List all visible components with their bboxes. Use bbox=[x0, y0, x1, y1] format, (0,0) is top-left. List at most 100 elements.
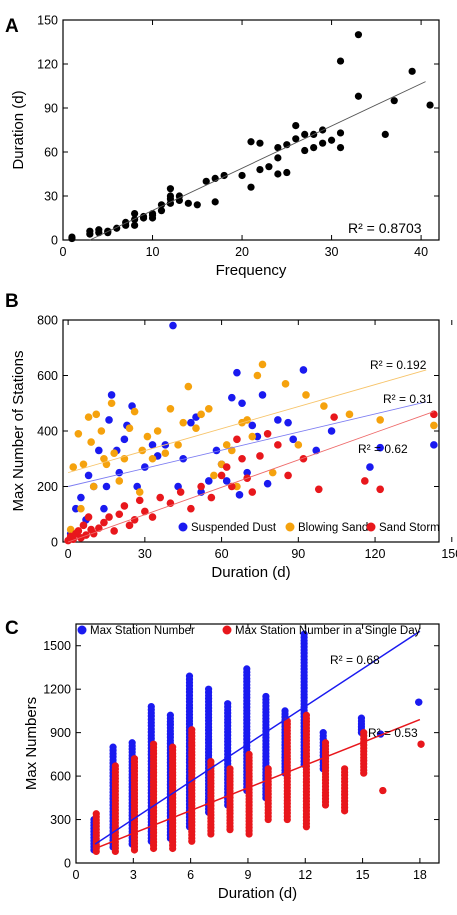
data-point bbox=[289, 435, 298, 444]
y-axis-title: Duration (d) bbox=[10, 90, 27, 169]
data-point bbox=[336, 144, 345, 152]
legend-entry: Suspended Dust bbox=[191, 522, 277, 534]
data-point bbox=[92, 810, 100, 818]
data-point bbox=[130, 407, 139, 416]
x-tick-label: 9 bbox=[244, 868, 251, 882]
data-point bbox=[357, 714, 366, 722]
data-point bbox=[238, 171, 246, 180]
data-point bbox=[115, 510, 124, 519]
y-tick-label: 0 bbox=[64, 857, 71, 871]
data-point bbox=[284, 418, 292, 427]
data-point bbox=[110, 449, 118, 458]
data-point bbox=[148, 513, 157, 521]
data-point bbox=[426, 101, 434, 109]
x-tick-label: 10 bbox=[146, 245, 160, 259]
data-point bbox=[300, 630, 308, 638]
data-point bbox=[321, 739, 330, 747]
legend-swatch bbox=[222, 625, 232, 635]
data-point bbox=[185, 672, 194, 680]
data-point bbox=[115, 477, 124, 485]
data-point bbox=[184, 382, 193, 391]
data-point bbox=[66, 525, 75, 534]
data-point bbox=[131, 221, 139, 229]
data-point bbox=[211, 198, 219, 206]
x-tick-label: 0 bbox=[60, 245, 67, 259]
data-point bbox=[299, 366, 308, 374]
data-point bbox=[120, 502, 129, 510]
trend-line bbox=[94, 718, 421, 850]
data-point bbox=[312, 446, 321, 455]
data-point bbox=[283, 168, 291, 177]
data-point bbox=[222, 463, 231, 471]
data-point bbox=[302, 391, 310, 399]
data-point bbox=[235, 491, 244, 499]
data-point bbox=[166, 192, 175, 200]
data-point bbox=[74, 429, 83, 438]
data-point bbox=[274, 441, 282, 449]
data-point bbox=[253, 371, 262, 380]
data-point bbox=[161, 449, 170, 458]
data-point bbox=[187, 504, 195, 513]
x-tick-label: 3 bbox=[130, 868, 137, 882]
data-point bbox=[228, 393, 236, 402]
data-point bbox=[408, 67, 416, 75]
panel-label: B bbox=[5, 291, 19, 312]
data-point bbox=[77, 504, 85, 513]
y-tick-label: 600 bbox=[37, 369, 58, 383]
data-point bbox=[366, 463, 374, 471]
data-point bbox=[141, 463, 149, 471]
data-point bbox=[79, 460, 88, 469]
data-point bbox=[217, 471, 226, 480]
data-point bbox=[415, 698, 423, 706]
data-point bbox=[111, 762, 119, 770]
data-point bbox=[258, 360, 267, 369]
chart-panel-A: A 0 10 20 30 40 0 30 60 90 120 150 Frequency Duration… bbox=[5, 14, 440, 279]
y-tick-label: 300 bbox=[50, 813, 71, 827]
data-point bbox=[84, 413, 93, 421]
data-point bbox=[109, 743, 117, 751]
legend-entry: Max Station Number bbox=[90, 625, 195, 637]
data-point bbox=[248, 432, 257, 441]
data-point bbox=[222, 477, 231, 485]
data-point bbox=[292, 135, 300, 143]
x-tick-label: 40 bbox=[414, 245, 428, 259]
data-point bbox=[84, 513, 93, 521]
x-tick-label: 60 bbox=[215, 547, 229, 561]
chart-panel-C: C 0 3 6 9 12 15 18 0 300 600 900 1200 1500 Duration (d… bbox=[5, 618, 440, 902]
data-point bbox=[156, 493, 164, 502]
data-point bbox=[390, 97, 398, 105]
data-point bbox=[258, 391, 267, 399]
legend-swatch bbox=[77, 625, 87, 635]
trend-line bbox=[94, 630, 421, 845]
x-tick-label: 30 bbox=[138, 547, 152, 561]
data-point bbox=[248, 488, 257, 496]
data-point bbox=[302, 711, 311, 719]
data-point bbox=[281, 380, 290, 388]
data-point bbox=[202, 177, 210, 185]
x-axis-title: Duration (d) bbox=[218, 885, 297, 902]
data-point bbox=[187, 418, 195, 427]
data-point bbox=[148, 454, 157, 463]
data-point bbox=[69, 463, 78, 471]
plot-frame bbox=[75, 623, 440, 864]
data-point bbox=[179, 418, 188, 427]
data-point bbox=[263, 479, 272, 488]
data-points bbox=[90, 630, 425, 856]
data-point bbox=[174, 441, 182, 449]
r-squared-annotation: R² = 0.68 bbox=[330, 653, 380, 667]
x-tick-label: 0 bbox=[73, 868, 80, 882]
data-point bbox=[141, 507, 149, 516]
data-point bbox=[263, 429, 272, 438]
legend-entry: Sand Storm bbox=[379, 522, 440, 534]
r-squared-annotation: R² = 0.53 bbox=[368, 726, 418, 740]
data-point bbox=[264, 765, 272, 773]
data-point bbox=[354, 31, 363, 39]
data-point bbox=[149, 740, 158, 748]
legend-swatch bbox=[366, 522, 376, 532]
legend-entry: Max Station Number in a Single Day bbox=[235, 625, 421, 637]
plot-frame bbox=[62, 19, 440, 241]
data-point bbox=[87, 438, 95, 446]
data-point bbox=[336, 57, 345, 65]
data-point bbox=[274, 144, 282, 152]
y-tick-label: 0 bbox=[51, 234, 58, 248]
